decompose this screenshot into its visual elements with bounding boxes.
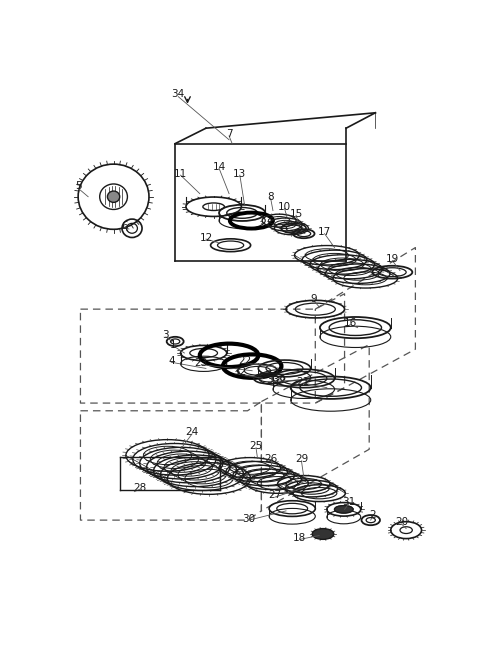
Text: 29: 29 — [295, 454, 308, 464]
Text: 7: 7 — [226, 129, 232, 139]
Text: 9: 9 — [311, 294, 317, 304]
Ellipse shape — [108, 191, 120, 203]
Ellipse shape — [335, 505, 353, 513]
Text: 24: 24 — [185, 428, 199, 438]
Text: 26: 26 — [264, 454, 277, 463]
Text: 6: 6 — [121, 221, 128, 231]
Text: 15: 15 — [289, 208, 303, 218]
Text: 4: 4 — [168, 356, 175, 366]
Text: 21: 21 — [296, 376, 310, 386]
Text: 10: 10 — [278, 202, 291, 212]
Text: 8: 8 — [267, 192, 274, 202]
Text: 11: 11 — [174, 169, 187, 179]
Text: 31: 31 — [343, 497, 356, 507]
Text: 30: 30 — [242, 513, 256, 524]
Text: 34: 34 — [172, 88, 185, 98]
Text: 5: 5 — [75, 181, 82, 191]
Text: 25: 25 — [250, 441, 263, 452]
Text: 14: 14 — [213, 162, 226, 172]
Text: 22: 22 — [238, 357, 251, 367]
Text: 20: 20 — [395, 517, 408, 527]
Text: 27: 27 — [269, 491, 282, 501]
Text: 19: 19 — [385, 254, 399, 264]
Text: 13: 13 — [233, 169, 246, 179]
Text: 32: 32 — [233, 367, 246, 377]
Ellipse shape — [312, 529, 334, 539]
Text: 16: 16 — [343, 318, 357, 328]
Text: 12: 12 — [199, 232, 213, 242]
Text: 1: 1 — [170, 339, 177, 349]
Text: 28: 28 — [133, 483, 146, 493]
Text: 2: 2 — [369, 510, 375, 520]
Text: 17: 17 — [318, 227, 331, 237]
Text: 23: 23 — [195, 358, 208, 368]
Text: 33: 33 — [266, 375, 279, 385]
Text: 18: 18 — [293, 533, 307, 543]
Text: 3: 3 — [163, 330, 169, 341]
